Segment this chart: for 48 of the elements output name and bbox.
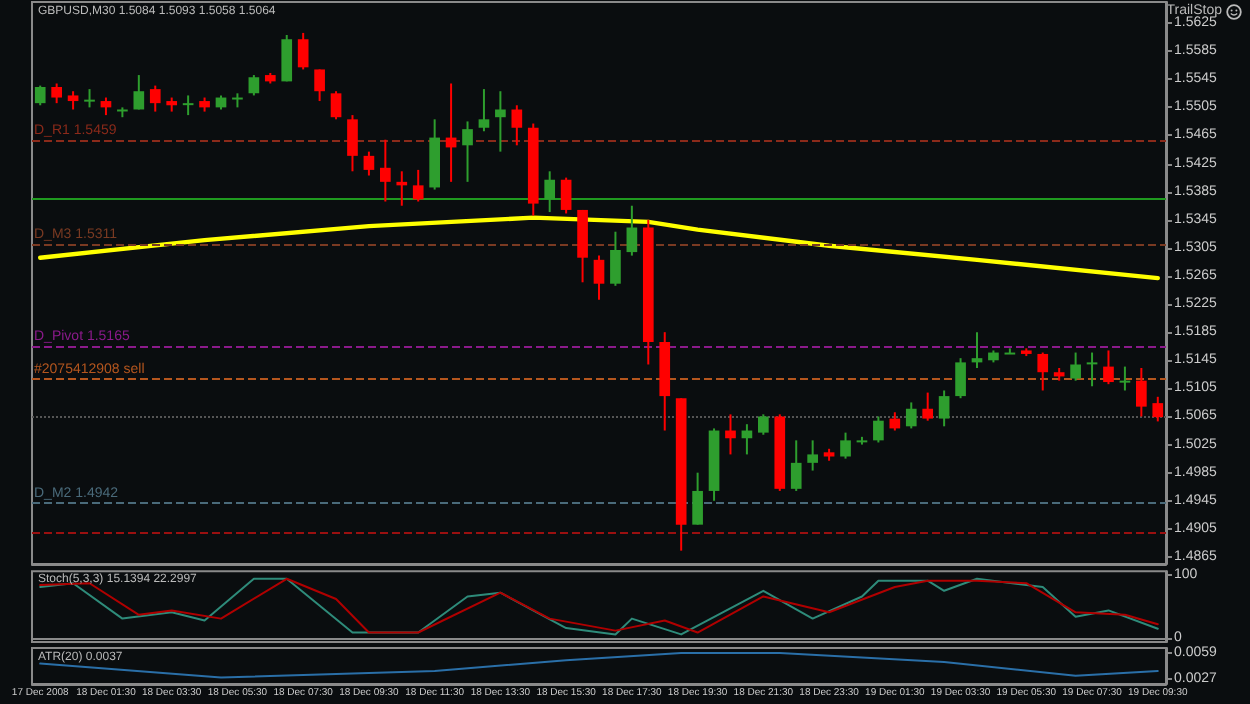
candlestick (1119, 365, 1131, 392)
candlestick (938, 389, 950, 428)
candlestick (248, 74, 260, 97)
candlestick (626, 204, 638, 257)
candlestick (1004, 347, 1016, 355)
candlestick (495, 90, 506, 153)
candlestick (380, 138, 391, 203)
candlestick (281, 34, 293, 83)
candlestick (511, 104, 523, 147)
candlestick (1070, 351, 1081, 382)
candlestick (1152, 395, 1164, 423)
candlestick (905, 401, 917, 430)
line-series (39, 652, 1159, 679)
candlestick (692, 471, 703, 526)
candlestick (330, 90, 342, 121)
candlestick (758, 413, 769, 436)
candlestick (922, 391, 934, 422)
candlestick (840, 431, 851, 460)
candlestick (1136, 367, 1147, 418)
line-series (38, 215, 1160, 281)
candlestick (84, 88, 95, 109)
candlestick (955, 357, 966, 400)
candlestick (1086, 351, 1098, 388)
candlestick (1103, 349, 1114, 386)
candlestick (347, 114, 358, 173)
candlestick (34, 84, 46, 107)
candlestick (412, 168, 424, 203)
candlestick (593, 254, 605, 301)
candlestick (1037, 351, 1049, 392)
candlestick (544, 170, 556, 214)
candlestick (363, 150, 375, 177)
candlestick (67, 90, 79, 111)
candlestick (462, 120, 473, 183)
candlestick (807, 439, 818, 472)
candlestick (889, 411, 901, 432)
candlestick (790, 439, 802, 492)
candlestick (51, 82, 62, 105)
candlestick (149, 84, 161, 113)
candlestick (610, 230, 621, 287)
candlestick (297, 31, 309, 71)
candlestick (133, 74, 145, 111)
candlestick (873, 415, 884, 444)
candlestick (182, 94, 194, 117)
candlestick (560, 176, 572, 215)
candlestick (725, 413, 736, 456)
candlestick (314, 68, 325, 103)
candlestick (478, 88, 490, 133)
candlestick (577, 208, 588, 284)
